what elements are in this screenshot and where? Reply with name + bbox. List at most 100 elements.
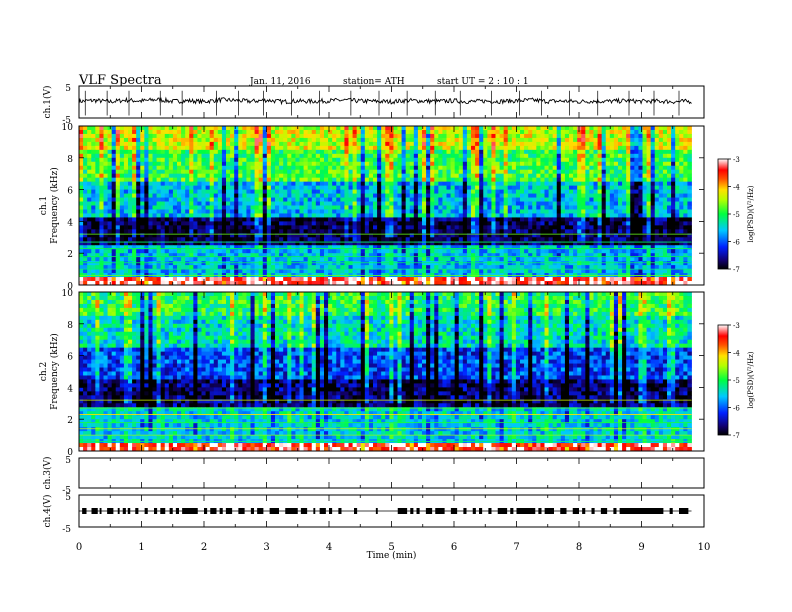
spectrogram-cell	[564, 181, 570, 187]
spectrogram-cell	[123, 165, 129, 171]
spectrogram-cell	[381, 157, 386, 163]
spectrogram-cell	[181, 189, 186, 194]
spectrogram-cell	[466, 189, 472, 194]
spectrogram-cell	[434, 165, 439, 171]
spectrogram-cell	[83, 177, 88, 183]
spectrogram-cell	[152, 213, 157, 218]
spectrogram-cell	[393, 225, 398, 230]
spectrogram-cell	[123, 189, 129, 194]
spectrogram-cell	[434, 177, 439, 183]
spectrogram-cell	[315, 129, 321, 135]
spectrogram-cell	[148, 129, 153, 135]
spectrogram-cell	[446, 141, 451, 147]
spectrogram-cell	[532, 173, 537, 179]
spectrogram-cell	[164, 233, 170, 238]
spectrogram-cell	[238, 145, 243, 151]
spectrogram-cell	[156, 209, 162, 214]
spectrogram-cell	[148, 221, 153, 226]
spectrogram-cell	[270, 177, 276, 183]
spectrogram-cell	[226, 241, 231, 246]
spectrogram-cell	[601, 126, 607, 131]
spectrogram-cell	[613, 133, 619, 139]
spectrogram-cell	[242, 205, 247, 210]
spectrogram-cell	[638, 126, 643, 131]
spectrogram-cell	[671, 249, 676, 254]
spectrogram-cell	[487, 241, 492, 246]
spectrogram-cell	[168, 233, 174, 238]
spectrogram-cell	[119, 173, 125, 179]
spectrogram-cell	[283, 161, 288, 167]
spectrogram-cell	[177, 209, 182, 214]
spectrogram-cell	[119, 165, 125, 171]
spectrogram-cell	[495, 177, 500, 183]
spectrogram-cell	[450, 237, 456, 242]
spectrogram-cell	[585, 157, 590, 163]
spectrogram-cell	[593, 137, 598, 143]
spectrogram-cell	[287, 126, 292, 131]
spectrogram-cell	[393, 253, 398, 258]
spectrogram-cell	[189, 173, 194, 179]
spectrogram-cell	[213, 253, 219, 258]
spectrogram-cell	[181, 217, 186, 222]
spectrogram-cell	[291, 185, 296, 191]
spectrogram-cell	[593, 153, 598, 159]
spectrogram-cell	[409, 141, 415, 147]
spectrogram-cell	[95, 197, 100, 202]
spectrogram-cell	[638, 169, 643, 175]
spectrogram-cell	[601, 145, 607, 151]
spectrogram-cell	[262, 225, 268, 230]
spectrogram-cell	[613, 229, 619, 234]
spectrogram-cell	[287, 233, 292, 238]
spectrogram-cell	[389, 157, 394, 163]
spectrogram-cell	[548, 249, 554, 254]
spectrogram-cell	[626, 213, 631, 218]
spectrogram-cell	[671, 161, 676, 167]
spectrogram-cell	[430, 133, 435, 139]
spectrogram-cell	[626, 157, 631, 163]
spectrogram-cell	[536, 233, 541, 238]
spectrogram-cell	[634, 249, 639, 254]
spectrogram-cell	[144, 197, 149, 202]
spectrogram-cell	[585, 209, 590, 214]
spectrogram-cell	[360, 193, 366, 198]
spectrogram-cell	[189, 237, 194, 242]
spectrogram-cell	[307, 249, 313, 254]
spectrogram-cell	[287, 181, 292, 187]
spectrogram-cell	[417, 153, 423, 159]
spectrogram-cell	[569, 233, 574, 238]
spectrogram-cell	[279, 241, 284, 246]
spectrogram-cell	[507, 177, 513, 183]
spectrogram-cell	[266, 233, 272, 238]
spectrogram-cell	[111, 133, 117, 139]
spectrogram-cell	[303, 137, 309, 143]
spectrogram-cell	[79, 197, 84, 202]
spectrogram-cell	[209, 129, 215, 135]
spectrogram-cell	[115, 197, 121, 202]
spectrogram-cell	[475, 141, 480, 147]
spectrogram-cell	[87, 253, 92, 258]
spectrogram-cell	[511, 245, 517, 250]
spectrogram-cell	[638, 213, 643, 218]
spectrogram-cell	[458, 169, 464, 175]
spectrogram-cell	[687, 137, 692, 143]
spectrogram-cell	[83, 209, 88, 214]
spectrogram-cell	[397, 201, 402, 206]
spectrogram-cell	[254, 133, 260, 139]
spectrogram-cell	[446, 177, 451, 183]
spectrogram-cell	[254, 126, 260, 131]
spectrogram-cell	[495, 201, 500, 206]
spectrogram-cell	[246, 149, 251, 155]
spectrogram-cell	[605, 205, 611, 210]
spectrogram-cell	[128, 169, 133, 175]
spectrogram-cell	[287, 241, 292, 246]
spectrogram-cell	[377, 141, 382, 147]
spectrogram-cell	[177, 126, 182, 131]
spectrogram-cell	[315, 201, 321, 206]
spectrogram-cell	[613, 249, 619, 254]
spectrogram-cell	[164, 133, 170, 139]
spectrogram-cell	[613, 241, 619, 246]
spectrogram-cell	[430, 221, 435, 226]
spectrogram-cell	[471, 201, 476, 206]
spectrogram-cell	[132, 173, 137, 179]
spectrogram-cell	[483, 149, 488, 155]
